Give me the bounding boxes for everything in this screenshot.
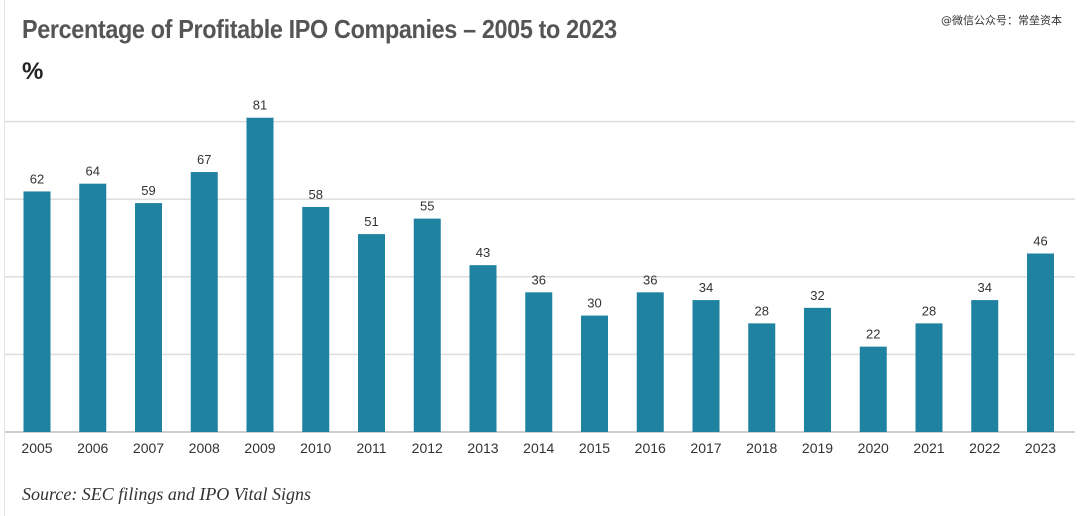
x-tick-2013: 2013 <box>467 440 498 456</box>
y-unit-label: % <box>22 58 44 85</box>
bar-2023 <box>1027 253 1054 432</box>
data-label-2008: 67 <box>197 152 211 167</box>
bar-2009 <box>246 117 274 432</box>
x-tick-2020: 2020 <box>858 440 889 456</box>
bar-2008 <box>190 172 218 433</box>
data-label-2019: 32 <box>810 288 824 303</box>
data-label-2015: 30 <box>587 296 601 311</box>
data-label-2013: 43 <box>476 245 490 260</box>
bars <box>23 117 1054 433</box>
bar-2017 <box>692 300 720 432</box>
bar-2011 <box>358 234 385 432</box>
x-tick-2011: 2011 <box>356 440 386 456</box>
data-label-2010: 58 <box>309 187 323 202</box>
bar-2019 <box>804 307 831 432</box>
x-tick-2005: 2005 <box>21 440 52 456</box>
x-tick-labels: 2005 2006 2007 2008 2009 2010 2011 2012 2013 2014… <box>21 440 1056 456</box>
x-tick-2006: 2006 <box>77 440 108 456</box>
x-tick-2007: 2007 <box>133 440 164 456</box>
x-tick-2014: 2014 <box>523 440 554 456</box>
x-tick-2015: 2015 <box>579 440 610 456</box>
x-tick-2021: 2021 <box>913 440 944 456</box>
data-label-2007: 59 <box>141 183 155 198</box>
watermark: @微信公众号：常垒资本 <box>941 14 1062 27</box>
data-label-2016: 36 <box>643 272 657 287</box>
x-tick-2023: 2023 <box>1025 440 1056 456</box>
x-tick-2017: 2017 <box>690 440 721 456</box>
bar-2018 <box>748 323 776 432</box>
data-label-2012: 55 <box>420 199 434 214</box>
data-label-2014: 36 <box>532 272 546 287</box>
x-tick-2012: 2012 <box>412 440 443 456</box>
x-tick-2010: 2010 <box>300 440 331 456</box>
x-tick-2019: 2019 <box>802 440 833 456</box>
bar-2005 <box>23 191 51 432</box>
bar-2016 <box>636 292 664 432</box>
bar-chart: 62 64 59 67 81 58 51 55 43 36 30 36 34 28 32 22 28 34 46 2… <box>5 98 1075 456</box>
bar-2006 <box>79 183 107 432</box>
data-label-2020: 22 <box>866 327 880 342</box>
data-labels: 62 64 59 67 81 58 51 55 43 36 30 36 34 28 32 22 28 34 46 <box>30 98 1048 342</box>
x-tick-2008: 2008 <box>189 440 220 456</box>
data-label-2011: 51 <box>364 214 378 229</box>
x-tick-2018: 2018 <box>746 440 777 456</box>
bar-2014 <box>525 292 553 432</box>
source-note: Source: SEC filings and IPO Vital Signs <box>22 484 311 504</box>
bar-2012 <box>413 218 441 432</box>
data-label-2005: 62 <box>30 171 44 186</box>
data-label-2022: 34 <box>978 280 992 295</box>
x-tick-2016: 2016 <box>635 440 666 456</box>
bar-2010 <box>302 206 330 432</box>
data-label-2017: 34 <box>699 280 713 295</box>
data-label-2018: 28 <box>755 303 769 318</box>
bar-2022 <box>971 300 999 432</box>
data-label-2021: 28 <box>922 303 936 318</box>
bar-2007 <box>135 203 162 432</box>
data-label-2009: 81 <box>253 98 267 113</box>
bar-2013 <box>469 265 497 432</box>
x-tick-2022: 2022 <box>969 440 1000 456</box>
left-border-rule <box>4 0 5 516</box>
x-tick-2009: 2009 <box>244 440 275 456</box>
bar-2015 <box>581 315 608 432</box>
chart-title: Percentage of Profitable IPO Companies –… <box>22 14 617 44</box>
data-label-2023: 46 <box>1033 234 1047 249</box>
data-label-2006: 64 <box>86 164 100 179</box>
bar-2021 <box>915 323 943 432</box>
bar-2020 <box>859 346 887 432</box>
